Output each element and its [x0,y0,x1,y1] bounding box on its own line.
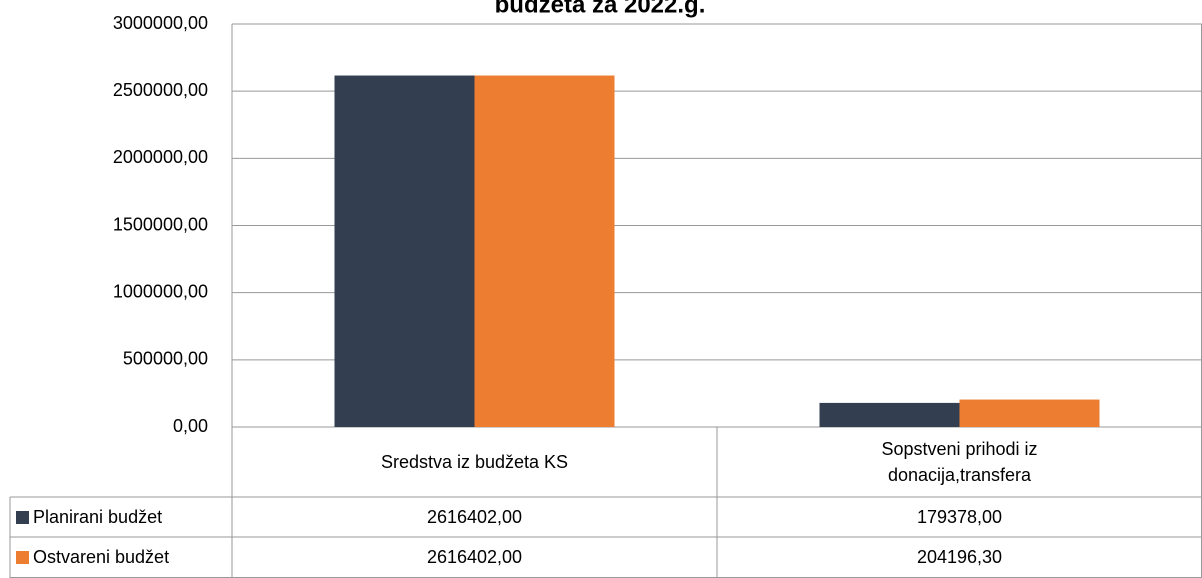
data-table-value: 2616402,00 [232,497,717,537]
y-tick-label: 1000000,00 [113,281,208,301]
data-table-value: 2616402,00 [232,537,717,578]
data-table-value: 179378,00 [717,497,1202,537]
y-tick-label: 1500000,00 [113,214,208,234]
y-tick-label: 500000,00 [123,349,208,369]
legend-entry: Ostvareni budžet [10,537,232,578]
category-label: Sredstva iz budžeta KS [380,451,569,472]
bar [334,75,475,427]
bar [819,402,960,427]
legend-label: Planirani budžet [33,506,163,527]
bar [959,399,1100,427]
value-label: 179378,00 [916,506,1003,527]
y-tick-label: 3000000,00 [113,13,208,33]
category-label: Sopstveni prihodi iz donacija,transfera [881,438,1038,485]
chart-title: budžeta za 2022.g. [495,0,706,18]
legend-swatch [16,551,29,564]
legend-label: Ostvareni budžet [33,547,170,568]
y-tick-label: 2000000,00 [113,147,208,167]
data-table-value: 204196,30 [717,537,1202,578]
y-tick-label: 0,00 [173,416,208,436]
value-label: 2616402,00 [426,547,523,568]
y-tick-label: 2500000,00 [113,80,208,100]
value-label: 204196,30 [916,547,1003,568]
x-tick-label: Sopstveni prihodi iz donacija,transfera [717,427,1202,497]
bar [474,75,615,427]
legend-swatch [16,510,29,524]
value-label: 2616402,00 [426,506,523,527]
x-tick-label: Sredstva iz budžeta KS [232,427,717,497]
legend-entry: Planirani budžet [10,497,232,537]
